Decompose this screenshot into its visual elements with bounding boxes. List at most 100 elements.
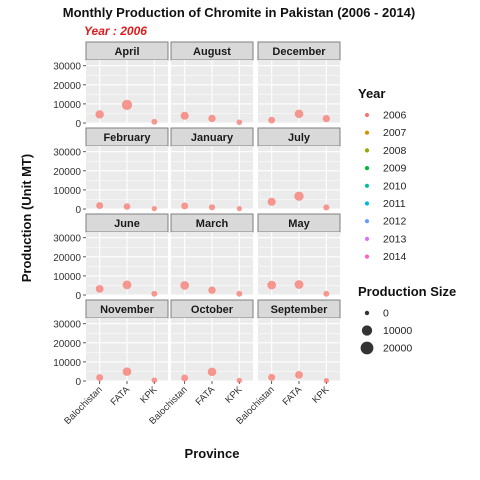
- facet-strip-label: January: [191, 132, 234, 144]
- facet-panels: April 0 10000 20000 30000 August December Febru…: [53, 41, 341, 427]
- data-point: [180, 281, 189, 290]
- data-point: [122, 280, 132, 290]
- y-tick-label: 20000: [53, 81, 81, 92]
- data-point: [268, 373, 276, 381]
- data-point: [151, 205, 157, 212]
- y-tick-label: 30000: [53, 148, 81, 159]
- facet-strip-label: September: [271, 304, 329, 316]
- y-tick-label: 0: [75, 119, 81, 130]
- legend-swatch: [364, 166, 370, 171]
- data-point: [96, 374, 104, 382]
- data-point: [236, 205, 242, 212]
- y-tick-label: 20000: [53, 167, 81, 178]
- data-point: [207, 367, 217, 377]
- x-tick-label: Balochistan: [62, 384, 105, 427]
- y-axis-label: Production (Unit MT): [19, 154, 34, 283]
- facet-panel: August: [170, 41, 254, 126]
- legend-swatch: [364, 112, 370, 118]
- legend-label: 2010: [383, 180, 407, 192]
- facet-strip-label: June: [114, 218, 140, 230]
- y-tick-label: 30000: [53, 62, 81, 73]
- chart-subtitle: Year : 2006: [84, 24, 147, 38]
- y-tick-label: 10000: [53, 186, 81, 197]
- legend-swatch: [364, 148, 370, 153]
- y-tick-label: 30000: [53, 320, 81, 331]
- y-tick-label: 0: [75, 291, 81, 302]
- legend-title: Year: [358, 86, 385, 101]
- facet-panel: March: [170, 213, 254, 297]
- legend-swatch: [364, 236, 370, 241]
- legend-label: 20000: [383, 343, 412, 355]
- data-point: [323, 204, 330, 211]
- data-point: [268, 116, 276, 124]
- data-point: [151, 290, 158, 297]
- legend-size-swatch: [364, 310, 370, 316]
- data-point: [151, 118, 158, 125]
- data-point: [236, 119, 243, 126]
- data-point: [180, 111, 189, 120]
- facet-panel: May: [257, 213, 341, 297]
- facet-panel: December: [257, 41, 341, 124]
- legend-label: 2008: [383, 145, 407, 157]
- x-tick-label: FATA: [109, 384, 133, 408]
- data-point: [208, 114, 216, 123]
- legend-label: 0: [383, 308, 389, 320]
- data-point: [294, 191, 304, 201]
- x-tick-label: KPK: [138, 384, 160, 406]
- legend-swatch: [364, 254, 370, 259]
- facet-strip-label: February: [103, 132, 151, 144]
- data-point: [236, 377, 243, 384]
- data-point: [208, 204, 216, 211]
- y-tick-label: 10000: [53, 272, 81, 283]
- y-tick-label: 0: [75, 205, 81, 216]
- y-tick-label: 10000: [53, 358, 81, 369]
- facet-panel: November 0 10000 20000 30000 Balochistan FATA K…: [53, 299, 169, 427]
- legend-swatch: [364, 201, 370, 206]
- facet-panel: April 0 10000 20000 30000: [53, 41, 169, 130]
- x-tick-label: FATA: [194, 384, 218, 408]
- legend-label: 2009: [383, 163, 407, 175]
- legend-label: 2013: [383, 233, 407, 245]
- data-point: [123, 203, 131, 210]
- data-point: [295, 371, 303, 379]
- facet-strip-label: March: [196, 218, 229, 230]
- facet-panel: February 0 10000 20000 30000: [53, 127, 169, 216]
- data-point: [181, 202, 189, 210]
- data-point: [294, 280, 304, 289]
- data-point: [208, 286, 216, 294]
- facet-strip-label: December: [272, 46, 326, 58]
- data-point: [122, 367, 132, 376]
- y-tick-label: 0: [75, 377, 81, 388]
- chart-title: Monthly Production of Chromite in Pakist…: [63, 5, 416, 20]
- facet-strip-label: May: [288, 218, 310, 230]
- y-tick-label: 10000: [53, 100, 81, 111]
- facet-panel: January: [170, 127, 254, 212]
- legend-label: 2007: [383, 127, 407, 139]
- data-point: [267, 197, 276, 206]
- data-point: [322, 114, 330, 123]
- legend-label: 10000: [383, 325, 412, 337]
- data-point: [96, 202, 104, 210]
- x-tick-label: KPK: [310, 384, 332, 406]
- facet-strip-label: October: [191, 304, 234, 316]
- facet-strip-label: April: [114, 46, 139, 58]
- data-point: [294, 109, 304, 119]
- data-point: [267, 280, 277, 290]
- y-tick-label: 20000: [53, 339, 81, 350]
- data-point: [151, 377, 158, 384]
- y-tick-label: 20000: [53, 253, 81, 264]
- legend-label: 2011: [383, 198, 406, 210]
- facet-panel: July: [257, 127, 341, 211]
- legend-title: Production Size: [358, 284, 456, 299]
- data-point: [323, 377, 329, 384]
- facet-strip-label: July: [288, 132, 311, 144]
- facet-panel: June 0 10000 20000 30000: [53, 213, 169, 302]
- x-axis-label: Province: [185, 446, 240, 461]
- legend-label: 2006: [383, 110, 407, 122]
- x-tick-label: FATA: [281, 384, 305, 408]
- data-point: [236, 290, 243, 297]
- legend: Year 2006 2007 2008 2009 2010 2011 2012 2013 2014…: [358, 86, 456, 355]
- data-point: [95, 285, 104, 293]
